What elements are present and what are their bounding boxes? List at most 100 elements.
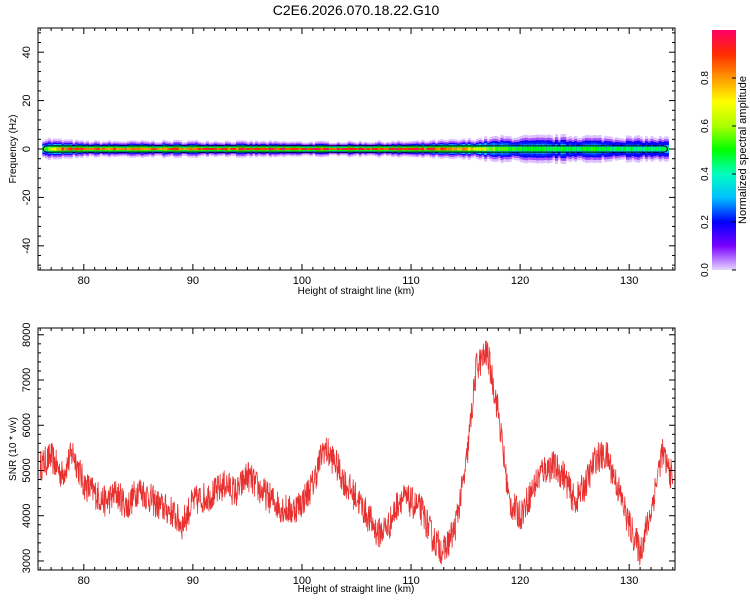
spectrogram-cell bbox=[99, 147, 103, 151]
spectrogram-cell bbox=[323, 147, 327, 151]
spectrogram-cell bbox=[497, 147, 501, 151]
spectrogram-cell bbox=[69, 147, 73, 151]
spectrogram-cell bbox=[192, 147, 196, 151]
spectrogram-cell bbox=[437, 147, 441, 151]
spectrogram-cell bbox=[470, 147, 474, 151]
spectrogram-cell bbox=[126, 147, 131, 151]
spectrogram-cell bbox=[653, 147, 657, 151]
snr-y-tick-label: 8000 bbox=[21, 323, 33, 347]
spectrogram-cell bbox=[443, 147, 447, 151]
colorbar-tick-label: 0.0 bbox=[700, 263, 711, 277]
spectrogram-cell bbox=[576, 147, 580, 151]
spectrogram-cell bbox=[334, 148, 338, 150]
spectrogram-cell bbox=[445, 147, 450, 151]
spectrogram-cell bbox=[88, 147, 92, 151]
spectrogram-cell bbox=[197, 147, 201, 151]
colorbar-gradient bbox=[712, 30, 736, 270]
spectrogram-cell bbox=[331, 148, 335, 150]
snr-panel: 80 90 100 110 120 130 3000 4000 5000 6000 7000 8000… bbox=[8, 323, 676, 595]
spectrogram-cell bbox=[208, 147, 212, 151]
spectrogram-cell bbox=[467, 147, 471, 151]
spectrogram-cell bbox=[426, 147, 430, 151]
spectrogram-cell bbox=[522, 146, 526, 152]
spectrogram-cell bbox=[582, 146, 586, 152]
spectrogram-cell bbox=[255, 147, 259, 151]
spectrogram-cell bbox=[623, 147, 627, 151]
spectrogram-cell bbox=[658, 146, 662, 152]
spectrogram-cell bbox=[565, 147, 570, 151]
spectrogram-cell bbox=[309, 147, 313, 151]
spectrogram-cell bbox=[72, 147, 76, 151]
spectrogram-cell bbox=[604, 146, 608, 152]
spectrogram-cell bbox=[456, 147, 460, 151]
spectrogram-cell bbox=[549, 146, 553, 152]
spectrogram-cell bbox=[369, 147, 373, 151]
spectrogram-cell bbox=[211, 147, 215, 151]
spectrogram-cell bbox=[181, 147, 185, 151]
spectrogram-cell bbox=[366, 147, 370, 151]
spectrogram-cell bbox=[388, 147, 392, 151]
spectrogram-cell bbox=[154, 147, 158, 151]
snr-y-tick-label: 7000 bbox=[21, 368, 33, 392]
spectrogram-cell bbox=[475, 147, 480, 151]
spectrogram-cell bbox=[454, 147, 458, 151]
spectrogram-cell bbox=[102, 147, 106, 151]
spectrogram-cell bbox=[287, 147, 291, 151]
spectrogram-cell bbox=[173, 147, 177, 151]
spectrogram-cell bbox=[587, 146, 591, 152]
spectrogram-cell bbox=[167, 147, 171, 151]
spectrogram-x-axis-label: Height of straight line (km) bbox=[298, 286, 415, 297]
spectrogram-cell bbox=[347, 147, 351, 151]
spectrogram-cell bbox=[429, 147, 433, 151]
spectrogram-cell bbox=[295, 147, 300, 151]
spectrogram-cell bbox=[557, 147, 561, 151]
figure-title: C2E6.2026.070.18.22.G10 bbox=[273, 2, 440, 18]
spectrogram-cell bbox=[500, 146, 504, 152]
spectrogram-cell bbox=[415, 147, 420, 151]
spectrogram-cell bbox=[94, 147, 98, 151]
spectrogram-cell bbox=[132, 147, 136, 151]
spectrogram-cell bbox=[358, 147, 362, 151]
spectrogram-cell bbox=[115, 147, 120, 151]
spectrogram-cell bbox=[492, 146, 496, 152]
spectrogram-cell bbox=[143, 147, 147, 151]
spectrogram-cell bbox=[66, 147, 71, 151]
spectrogram-cell bbox=[402, 147, 406, 151]
spectrogram-cell bbox=[634, 146, 638, 152]
colorbar-tick-label: 0.8 bbox=[700, 71, 711, 85]
spectrogram-cell bbox=[647, 147, 651, 151]
spectrogram-cell bbox=[315, 147, 319, 151]
snr-y-axis-label: SNR (10 * v/v) bbox=[8, 417, 19, 481]
spectrogram-cell bbox=[285, 147, 289, 151]
spectrogram-cell bbox=[609, 147, 613, 151]
spectrogram-cell bbox=[585, 146, 589, 152]
spectrogram-cell bbox=[516, 147, 520, 151]
spectrogram-cell bbox=[317, 147, 321, 151]
spectrogram-cell bbox=[241, 147, 245, 151]
spectrogram-cell bbox=[145, 147, 150, 151]
snr-x-tick-label: 110 bbox=[402, 575, 420, 587]
spectrogram-cell bbox=[342, 147, 346, 151]
spectrogram-cell bbox=[47, 147, 51, 151]
spectrogram-cell bbox=[410, 147, 414, 151]
spectrogram-cell bbox=[290, 147, 294, 151]
spectrogram-cell bbox=[508, 146, 512, 152]
spectrogram-cell bbox=[61, 147, 65, 151]
snr-y-tick-label: 4000 bbox=[21, 503, 33, 527]
spectrogram-cell bbox=[80, 147, 84, 151]
spectrogram-cell bbox=[650, 146, 654, 152]
spectrogram-cell bbox=[595, 146, 600, 152]
spectrogram-cell bbox=[571, 147, 575, 151]
spectrogram-cell bbox=[282, 147, 286, 151]
spectrogram-cell bbox=[407, 147, 411, 151]
spectrogram-cell bbox=[148, 147, 152, 151]
spectrogram-cell bbox=[601, 147, 605, 151]
spectrogram-cell bbox=[574, 146, 578, 152]
spectrogram-cell bbox=[364, 147, 368, 151]
spectrogram-cell bbox=[265, 147, 270, 151]
spectrogram-cell bbox=[541, 146, 545, 152]
spectrogram-cell bbox=[544, 146, 548, 152]
spectrogram-cell bbox=[418, 147, 422, 151]
spectrogram-y-tick-label: -40 bbox=[21, 238, 33, 254]
snr-series-line bbox=[39, 340, 674, 566]
